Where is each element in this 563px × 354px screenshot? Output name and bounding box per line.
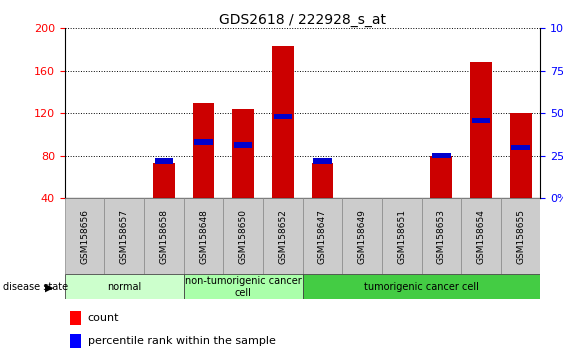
Text: GSM158648: GSM158648 [199,209,208,264]
Bar [472,118,490,124]
Text: GSM158654: GSM158654 [476,209,485,264]
Bar [153,163,175,198]
Bar [184,198,224,274]
Text: GSM158657: GSM158657 [120,209,129,264]
Bar [311,163,333,198]
Text: GSM158651: GSM158651 [397,209,406,264]
Bar [303,198,342,274]
Text: ▶: ▶ [45,282,53,292]
Bar [263,198,303,274]
Text: GSM158656: GSM158656 [80,209,89,264]
Bar [65,198,104,274]
Bar [422,198,461,274]
Bar [184,274,303,299]
Bar [313,159,332,164]
Bar [144,198,184,274]
Text: tumorigenic cancer cell: tumorigenic cancer cell [364,282,479,292]
Text: GSM158649: GSM158649 [358,209,367,264]
Bar [224,198,263,274]
Bar [511,144,530,150]
Bar [69,334,82,348]
Bar [193,103,215,198]
Text: GSM158650: GSM158650 [239,209,248,264]
Bar [272,46,294,198]
Text: GSM158658: GSM158658 [159,209,168,264]
Bar [382,198,422,274]
Bar [274,114,292,119]
Text: percentile rank within the sample: percentile rank within the sample [88,336,275,346]
Bar [432,153,450,159]
Bar [155,159,173,164]
Text: GSM158655: GSM158655 [516,209,525,264]
Bar [69,312,82,325]
Bar [431,156,452,198]
Text: GSM158652: GSM158652 [278,209,287,264]
Bar [342,198,382,274]
Bar [234,143,252,148]
Text: normal: normal [107,282,141,292]
Text: GSM158647: GSM158647 [318,209,327,264]
Title: GDS2618 / 222928_s_at: GDS2618 / 222928_s_at [219,13,386,27]
Text: non-tumorigenic cancer
cell: non-tumorigenic cancer cell [185,276,302,298]
Bar [104,198,144,274]
Text: GSM158653: GSM158653 [437,209,446,264]
Text: count: count [88,313,119,323]
Bar [461,198,501,274]
Bar [65,274,184,299]
Bar [233,109,254,198]
Bar [303,274,540,299]
Text: disease state: disease state [3,282,68,292]
Bar [510,113,531,198]
Bar [470,62,492,198]
Bar [194,139,213,144]
Bar [501,198,540,274]
